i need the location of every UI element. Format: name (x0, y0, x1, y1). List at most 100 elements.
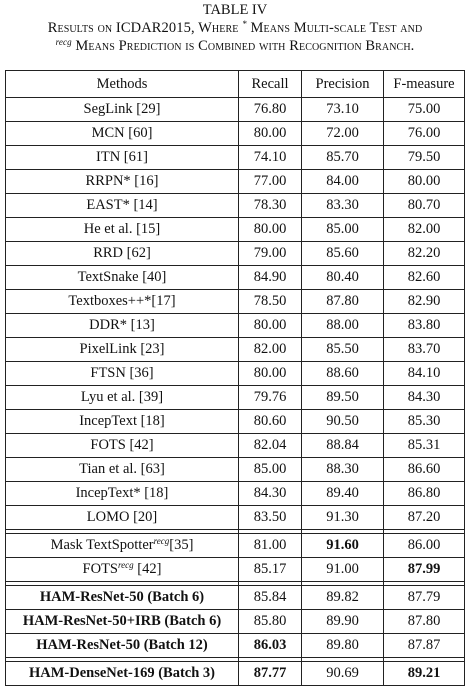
table-row: Lyu et al. [39] 79.76 89.50 84.30 (5, 385, 465, 410)
precision-cell: 88.84 (301, 433, 384, 458)
method-cell: SegLink [29] (5, 97, 239, 122)
fmeasure-cell: 84.30 (383, 385, 465, 410)
fmeasure-cell: 85.30 (383, 409, 465, 434)
precision-cell: 89.82 (301, 585, 384, 610)
method-cell: HAM-ResNet-50+IRB (Batch 6) (5, 609, 239, 634)
table-row: MCN [60] 80.00 72.00 76.00 (5, 121, 465, 146)
fmeasure-cell: 84.10 (383, 361, 465, 386)
precision-cell: 83.30 (301, 193, 384, 218)
fmeasure-cell: 82.60 (383, 265, 465, 290)
section-divider (5, 581, 465, 586)
table-row: EAST* [14] 78.30 83.30 80.70 (5, 193, 465, 218)
table-row: IncepText [18] 80.60 90.50 85.30 (5, 409, 465, 434)
table-row: FTSN [36] 80.00 88.60 84.10 (5, 361, 465, 386)
precision-cell: 88.60 (301, 361, 384, 386)
caption-recg: recg (55, 37, 72, 47)
precision-cell: 72.00 (301, 121, 384, 146)
recall-cell: 76.80 (238, 97, 302, 122)
method-cell: Mask TextSpotterrecg[35] (5, 533, 239, 558)
method-superscript: recg (153, 536, 170, 546)
table-row: HAM-DenseNet-169 (Batch 3) 87.77 90.69 89.2… (5, 661, 465, 686)
precision-cell: 91.60 (301, 533, 384, 558)
header-fmeasure: F-measure (383, 70, 465, 98)
precision-cell: 89.80 (301, 633, 384, 658)
fmeasure-cell: 76.00 (383, 121, 465, 146)
fmeasure-cell: 86.00 (383, 533, 465, 558)
method-cell: FOTSrecg [42] (5, 557, 239, 582)
precision-cell: 84.00 (301, 169, 384, 194)
table-row: PixelLink [23] 82.00 85.50 83.70 (5, 337, 465, 362)
caption-prefix: Results on ICDAR2015, Where (47, 20, 239, 36)
method-ref: [35] (169, 537, 194, 553)
method-cell: DDR* [13] (5, 313, 239, 338)
method-cell: PixelLink [23] (5, 337, 239, 362)
method-cell: RRPN* [16] (5, 169, 239, 194)
method-cell: HAM-ResNet-50 (Batch 12) (5, 633, 239, 658)
section-divider (5, 657, 465, 662)
fmeasure-cell: 79.50 (383, 145, 465, 170)
method-name: Mask TextSpotter (50, 537, 154, 553)
results-table-body: Methods Recall Precision F-measure SegLi… (5, 70, 465, 686)
precision-cell: 91.30 (301, 505, 384, 530)
precision-cell: 89.50 (301, 385, 384, 410)
precision-cell: 73.10 (301, 97, 384, 122)
method-cell: HAM-DenseNet-169 (Batch 3) (5, 661, 239, 686)
method-cell: IncepText [18] (5, 409, 239, 434)
fmeasure-cell: 87.99 (383, 557, 465, 582)
table-row: RRD [62] 79.00 85.60 82.20 (5, 241, 465, 266)
fmeasure-cell: 75.00 (383, 97, 465, 122)
section-divider (5, 529, 465, 534)
fmeasure-cell: 83.70 (383, 337, 465, 362)
recall-cell: 81.00 (238, 533, 302, 558)
method-cell: Tian et al. [63] (5, 457, 239, 482)
recall-cell: 85.84 (238, 585, 302, 610)
recall-cell: 82.00 (238, 337, 302, 362)
method-cell: Textboxes++*[17] (5, 289, 239, 314)
header-precision: Precision (301, 70, 384, 98)
fmeasure-cell: 86.60 (383, 457, 465, 482)
method-cell: He et al. [15] (5, 217, 239, 242)
table-row: IncepText* [18] 84.30 89.40 86.80 (5, 481, 465, 506)
fmeasure-cell: 82.00 (383, 217, 465, 242)
caption-line-1: Results on ICDAR2015, Where * Means Mult… (0, 20, 470, 37)
table-row: FOTSrecg [42] 85.17 91.00 87.99 (5, 557, 465, 582)
recall-cell: 80.00 (238, 313, 302, 338)
recall-cell: 83.50 (238, 505, 302, 530)
fmeasure-cell: 85.31 (383, 433, 465, 458)
recall-cell: 74.10 (238, 145, 302, 170)
recall-cell: 79.00 (238, 241, 302, 266)
precision-cell: 90.50 (301, 409, 384, 434)
table-row: HAM-ResNet-50 (Batch 6) 85.84 89.82 87.79 (5, 585, 465, 610)
recall-cell: 86.03 (238, 633, 302, 658)
precision-cell: 85.70 (301, 145, 384, 170)
recall-cell: 84.90 (238, 265, 302, 290)
method-cell: TextSnake [40] (5, 265, 239, 290)
fmeasure-cell: 87.80 (383, 609, 465, 634)
recall-cell: 87.77 (238, 661, 302, 686)
table-row: Tian et al. [63] 85.00 88.30 86.60 (5, 457, 465, 482)
recall-cell: 84.30 (238, 481, 302, 506)
precision-cell: 87.80 (301, 289, 384, 314)
table-row: RRPN* [16] 77.00 84.00 80.00 (5, 169, 465, 194)
table-row: SegLink [29] 76.80 73.10 75.00 (5, 97, 465, 122)
method-cell: IncepText* [18] (5, 481, 239, 506)
recall-cell: 80.00 (238, 217, 302, 242)
header-methods: Methods (5, 70, 239, 98)
precision-cell: 89.90 (301, 609, 384, 634)
caption-rest: Means Prediction is Combined with Recogn… (75, 38, 415, 54)
method-cell: FTSN [36] (5, 361, 239, 386)
recall-cell: 79.76 (238, 385, 302, 410)
recall-cell: 78.50 (238, 289, 302, 314)
method-cell: Lyu et al. [39] (5, 385, 239, 410)
table-row: ITN [61] 74.10 85.70 79.50 (5, 145, 465, 170)
recall-cell: 80.00 (238, 121, 302, 146)
precision-cell: 85.60 (301, 241, 384, 266)
header-recall: Recall (238, 70, 302, 98)
recall-cell: 85.17 (238, 557, 302, 582)
table-row: HAM-ResNet-50+IRB (Batch 6) 85.80 89.90 87.… (5, 609, 465, 634)
precision-cell: 85.00 (301, 217, 384, 242)
caption-suffix: Means Multi-scale Test and (250, 20, 423, 36)
method-cell: RRD [62] (5, 241, 239, 266)
fmeasure-cell: 82.90 (383, 289, 465, 314)
table-title: TABLE IV (202, 2, 268, 18)
